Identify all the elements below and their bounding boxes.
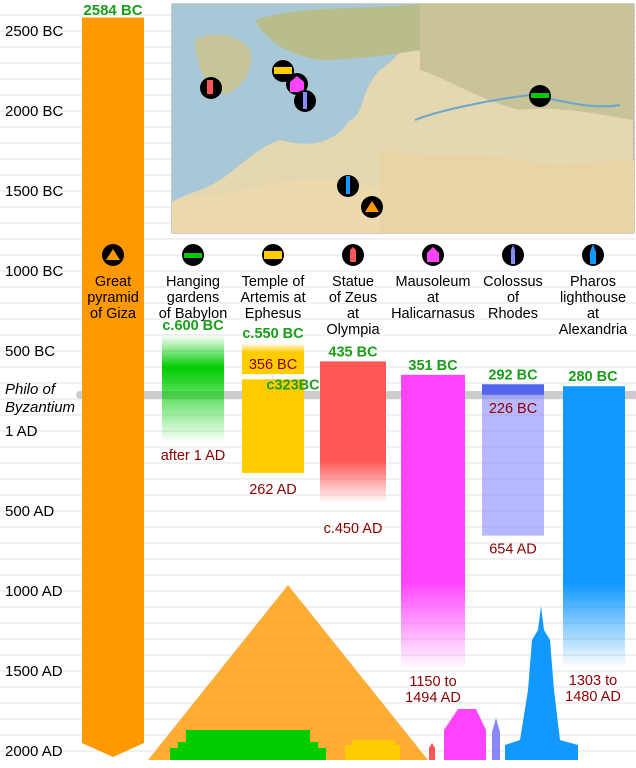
bar-colossus-standing (482, 384, 544, 395)
wonder-name: Temple of (242, 274, 306, 290)
gardens-icon-glyph (184, 253, 202, 258)
lighthouse-icon-glyph (590, 244, 596, 264)
start-label: 351 BC (408, 358, 458, 374)
end-label: 262 AD (249, 482, 297, 498)
end-label: 356 BC (249, 357, 297, 373)
wonder-silhouettes (148, 585, 578, 760)
end-label: c.450 AD (324, 521, 383, 537)
zeus-silhouette (429, 743, 435, 760)
bar-zeus (320, 361, 386, 503)
mausoleum-icon-glyph (427, 247, 439, 262)
wonder-name: at (427, 290, 439, 306)
start-label: c.550 BC (242, 326, 304, 342)
wonder-name: Halicarnasus (391, 306, 475, 322)
pyramid-icon-glyph (106, 249, 120, 260)
bar-mausoleum (401, 374, 465, 671)
legend-icons (102, 244, 604, 266)
wonder-name: Great (95, 274, 131, 290)
colossus-icon-glyph (511, 245, 515, 264)
start-label: 292 BC (488, 367, 538, 383)
start-label: c.600 BC (162, 318, 224, 334)
y-tick-label: 1 AD (5, 423, 38, 440)
y-tick-label: 1500 AD (5, 663, 63, 680)
y-tick-label: 2000 BC (5, 103, 64, 120)
wonder-name: of Giza (90, 306, 137, 322)
bar-artemis (242, 343, 304, 375)
y-tick-label: 1000 AD (5, 583, 63, 600)
start-label: 435 BC (328, 344, 378, 360)
wonder-name: Ephesus (245, 306, 301, 322)
wonder-name: Rhodes (488, 306, 538, 322)
wonder-name: Pharos (570, 274, 616, 290)
end-label: 1303 to (569, 673, 617, 689)
zeus-statue-icon-glyph (350, 247, 356, 262)
wonder-name: of Zeus (329, 290, 377, 306)
wonder-name: pyramid (87, 290, 139, 306)
end-label: after 1 AD (161, 448, 225, 464)
bar-gardens (162, 335, 224, 444)
wonder-name: at (587, 306, 599, 322)
wonder-name: Olympia (326, 322, 380, 338)
wonder-name: Artemis at (240, 290, 305, 306)
wonder-name: Hanging (166, 274, 220, 290)
y-tick-label: 2000 AD (5, 743, 63, 760)
rebuild-label: c323BC (266, 377, 320, 393)
y-tick-label: 1000 BC (5, 263, 64, 280)
wonder-name: gardens (167, 290, 219, 306)
wonder-name: at (347, 306, 359, 322)
wonder-name: Mausoleum (396, 274, 471, 290)
bar-colossus (482, 384, 544, 536)
y-tick-label: 1500 BC (5, 183, 64, 200)
reference-label: Philo of (5, 381, 57, 398)
end-label: 1150 to (409, 674, 456, 690)
wonder-name: lighthouse (560, 290, 626, 306)
y-tick-label: 2500 BC (5, 23, 64, 40)
y-axis-labels: 2500 BC 2000 BC 1500 BC 1000 BC 500 BC 1 AD 50… (5, 23, 64, 760)
pyramid-silhouette (148, 585, 428, 760)
end-label: 1480 AD (565, 689, 621, 705)
temple-icon-glyph (264, 251, 282, 259)
wonder-name: Alexandria (559, 322, 628, 338)
wonder-name: Colossus (483, 274, 543, 290)
colossus-silhouette (492, 718, 500, 760)
bar-pharos (563, 386, 625, 668)
bar-artemis-rebuild (242, 379, 304, 473)
bar-pyramid (82, 17, 144, 758)
wonder-name: of Babylon (159, 306, 228, 322)
wonder-name: of (507, 290, 520, 306)
mediterranean-map (171, 3, 635, 234)
start-label: 280 BC (568, 369, 618, 385)
y-tick-label: 500 AD (5, 503, 54, 520)
gardens-silhouette (170, 730, 326, 760)
mausoleum-silhouette (444, 709, 486, 760)
reference-label: Byzantium (5, 399, 75, 416)
y-tick-label: 500 BC (5, 343, 55, 360)
start-label: 2584 BC (83, 2, 142, 19)
end-label: 1494 AD (405, 690, 461, 706)
wonder-name: Statue (332, 274, 374, 290)
mid-label: 226 BC (489, 401, 537, 417)
end-label: 654 AD (489, 542, 537, 558)
lighthouse-silhouette (505, 606, 578, 760)
temple-silhouette (345, 740, 400, 760)
